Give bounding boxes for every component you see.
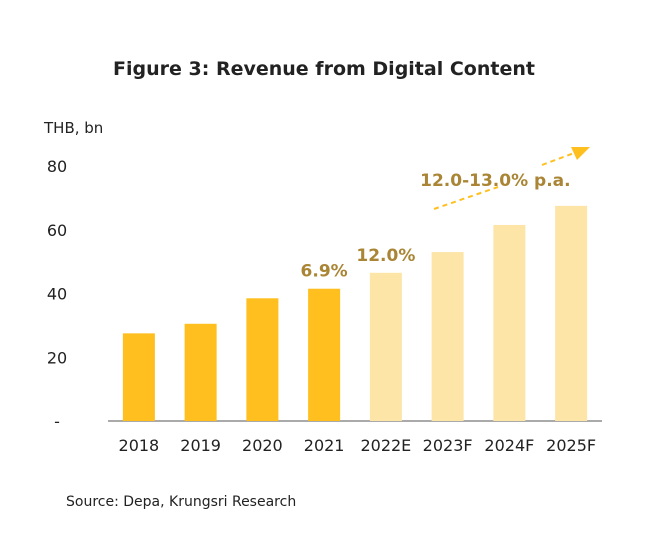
- bar-2022E: [369, 272, 402, 421]
- trend-arrow-lower: [433, 186, 499, 210]
- y-tick-label: 60: [47, 221, 67, 240]
- growth-annotation: 12.0%: [356, 246, 415, 266]
- x-tick-label: 2025F: [546, 436, 596, 455]
- arrow-head-icon: [571, 147, 590, 160]
- bar-2020: [246, 298, 279, 421]
- bar-2023F: [431, 252, 464, 421]
- trend-arrow-icon: [433, 147, 590, 210]
- source-note: Source: Depa, Krungsri Research: [66, 494, 297, 510]
- x-tick-label: 2020: [242, 436, 283, 455]
- growth-annotation: 12.0-13.0% p.a.: [420, 171, 570, 191]
- x-tick-label: 2021: [304, 436, 345, 455]
- x-tick-label: 2019: [180, 436, 221, 455]
- y-tick-label: -: [54, 412, 60, 431]
- y-axis-unit-label: THB, bn: [44, 119, 104, 137]
- chart-title: Figure 3: Revenue from Digital Content: [113, 58, 535, 80]
- x-tick-label: 2024F: [484, 436, 534, 455]
- bar-2024F: [493, 224, 526, 421]
- growth-annotation: 6.9%: [301, 262, 348, 282]
- trend-arrow-upper: [541, 152, 575, 166]
- y-tick-label: 40: [47, 285, 67, 304]
- x-tick-label: 2023F: [423, 436, 473, 455]
- x-tick-label: 2022E: [360, 436, 411, 455]
- y-axis-ticks: - 20 40 60 80: [47, 157, 67, 431]
- y-tick-label: 80: [47, 157, 67, 176]
- bar-2018: [122, 333, 155, 421]
- bar-2019: [184, 323, 217, 421]
- bar-series: [122, 205, 588, 421]
- bar-2025F: [555, 205, 588, 421]
- growth-annotations: 6.9% 12.0% 12.0-13.0% p.a.: [301, 171, 571, 282]
- x-tick-label: 2018: [119, 436, 160, 455]
- x-axis-ticks: 2018 2019 2020 2021 2022E 2023F 2024F 2025F: [119, 436, 597, 455]
- y-tick-label: 20: [47, 348, 67, 367]
- bar-2021: [308, 288, 341, 421]
